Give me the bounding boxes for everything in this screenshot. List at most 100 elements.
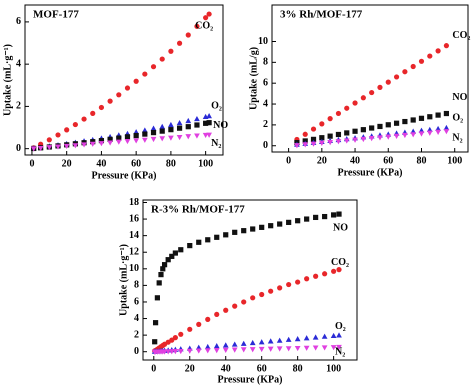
data-point — [312, 334, 319, 340]
y-tick-label: 0 — [16, 143, 21, 154]
data-point — [360, 136, 367, 143]
data-point — [344, 130, 350, 136]
data-point — [285, 336, 292, 342]
data-point — [107, 98, 113, 104]
data-point — [336, 267, 342, 273]
data-point — [185, 117, 192, 124]
data-point — [335, 131, 342, 138]
data-point — [161, 349, 168, 355]
series-label: NO — [213, 120, 228, 131]
data-point — [203, 120, 209, 126]
y-tick-label: 18 — [129, 197, 139, 208]
data-point — [158, 272, 164, 278]
data-point — [322, 271, 328, 277]
x-tick-label: 80 — [293, 363, 303, 374]
x-tick-label: 20 — [62, 158, 72, 169]
data-point — [150, 125, 157, 131]
y-tick-label: 2 — [263, 119, 268, 130]
y-tick-label: 12 — [129, 247, 139, 258]
data-point — [303, 335, 310, 341]
data-point — [427, 114, 433, 120]
data-point — [169, 253, 175, 259]
data-point — [267, 338, 274, 344]
x-tick-label: 0 — [151, 363, 156, 374]
data-point — [206, 11, 212, 17]
y-tick-label: 14 — [129, 230, 139, 241]
data-point — [165, 257, 171, 263]
data-point — [206, 120, 212, 126]
data-point — [385, 79, 391, 85]
series-label: O₂ — [211, 100, 222, 111]
data-point — [46, 145, 53, 151]
plot-frame — [24, 4, 224, 156]
data-point — [310, 126, 317, 132]
data-point — [277, 285, 283, 291]
data-point — [418, 58, 425, 64]
data-point — [294, 345, 301, 352]
data-point — [159, 128, 165, 134]
data-point — [331, 268, 337, 274]
data-point — [443, 110, 450, 117]
data-point — [241, 299, 247, 305]
data-point — [178, 247, 184, 253]
data-point — [142, 71, 148, 77]
data-point — [393, 74, 400, 80]
data-point — [336, 332, 342, 338]
x-tick-label: 100 — [198, 158, 213, 169]
data-point — [194, 23, 200, 29]
data-point — [426, 130, 433, 136]
data-point — [369, 89, 375, 96]
data-point — [418, 115, 425, 121]
data-point — [402, 132, 408, 139]
data-point — [344, 105, 350, 111]
data-point — [285, 346, 292, 352]
data-point — [223, 307, 229, 313]
data-point — [352, 100, 358, 106]
data-point — [89, 141, 96, 147]
data-point — [410, 117, 416, 123]
data-point — [176, 40, 183, 46]
data-point — [168, 48, 174, 54]
x-tick-label: 60 — [257, 363, 267, 374]
series-label: CO₂ — [195, 20, 213, 31]
x-tick-label: 20 — [317, 155, 327, 166]
y-tick-label: 4 — [16, 58, 21, 69]
data-point — [319, 121, 325, 127]
series-label: O₂ — [335, 321, 346, 332]
data-point — [187, 326, 193, 332]
data-point — [116, 135, 122, 141]
data-point — [133, 132, 139, 139]
data-point — [377, 123, 383, 130]
data-point — [55, 132, 61, 138]
data-point — [393, 120, 400, 126]
data-point — [141, 137, 148, 143]
data-point — [319, 135, 325, 141]
data-point — [232, 303, 238, 309]
y-tick-label: 6 — [263, 77, 268, 88]
y-tick-label: 2 — [134, 329, 139, 340]
data-point — [435, 112, 441, 118]
series-label: NO — [333, 222, 348, 233]
data-point — [276, 346, 283, 352]
data-point — [194, 122, 200, 128]
data-point — [435, 129, 441, 135]
data-point — [172, 250, 178, 256]
data-point — [98, 138, 105, 144]
data-point — [203, 15, 209, 21]
data-point — [302, 131, 308, 137]
chart-title: MOF-177 — [33, 9, 79, 21]
data-point — [214, 234, 220, 240]
data-point — [204, 348, 211, 354]
data-point — [72, 143, 79, 149]
data-point — [168, 121, 174, 128]
data-point — [258, 339, 265, 345]
data-point — [310, 141, 317, 147]
plot-frame — [271, 4, 469, 153]
y-tick-label: 4 — [134, 313, 139, 324]
x-tick-label: 100 — [447, 155, 462, 166]
data-point — [168, 135, 174, 141]
series-label: CO₂ — [452, 30, 470, 41]
data-point — [165, 349, 172, 355]
data-point — [154, 295, 160, 301]
data-point — [327, 140, 333, 146]
